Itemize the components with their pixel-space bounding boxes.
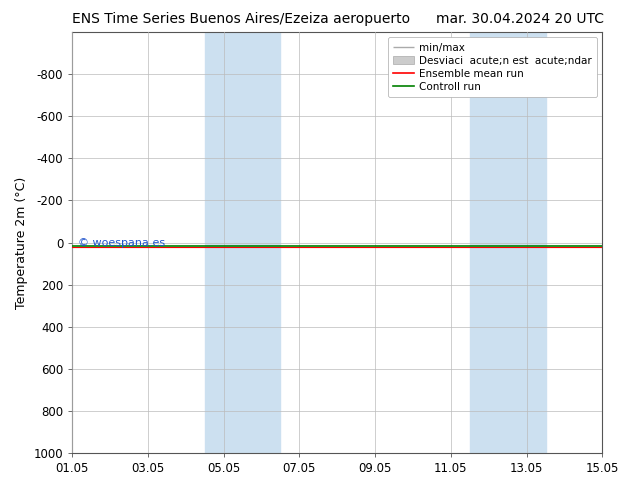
Bar <box>205 32 243 453</box>
Legend: min/max, Desviaci  acute;n est  acute;ndar, Ensemble mean run, Controll run: min/max, Desviaci acute;n est acute;ndar… <box>388 37 597 97</box>
Text: ENS Time Series Buenos Aires/Ezeiza aeropuerto: ENS Time Series Buenos Aires/Ezeiza aero… <box>72 12 410 26</box>
Text: © woespana.es: © woespana.es <box>77 238 165 247</box>
Y-axis label: Temperature 2m (°C): Temperature 2m (°C) <box>15 176 28 309</box>
Bar <box>243 32 280 453</box>
Bar <box>470 32 508 453</box>
Bar <box>508 32 545 453</box>
Text: mar. 30.04.2024 20 UTC: mar. 30.04.2024 20 UTC <box>436 12 604 26</box>
